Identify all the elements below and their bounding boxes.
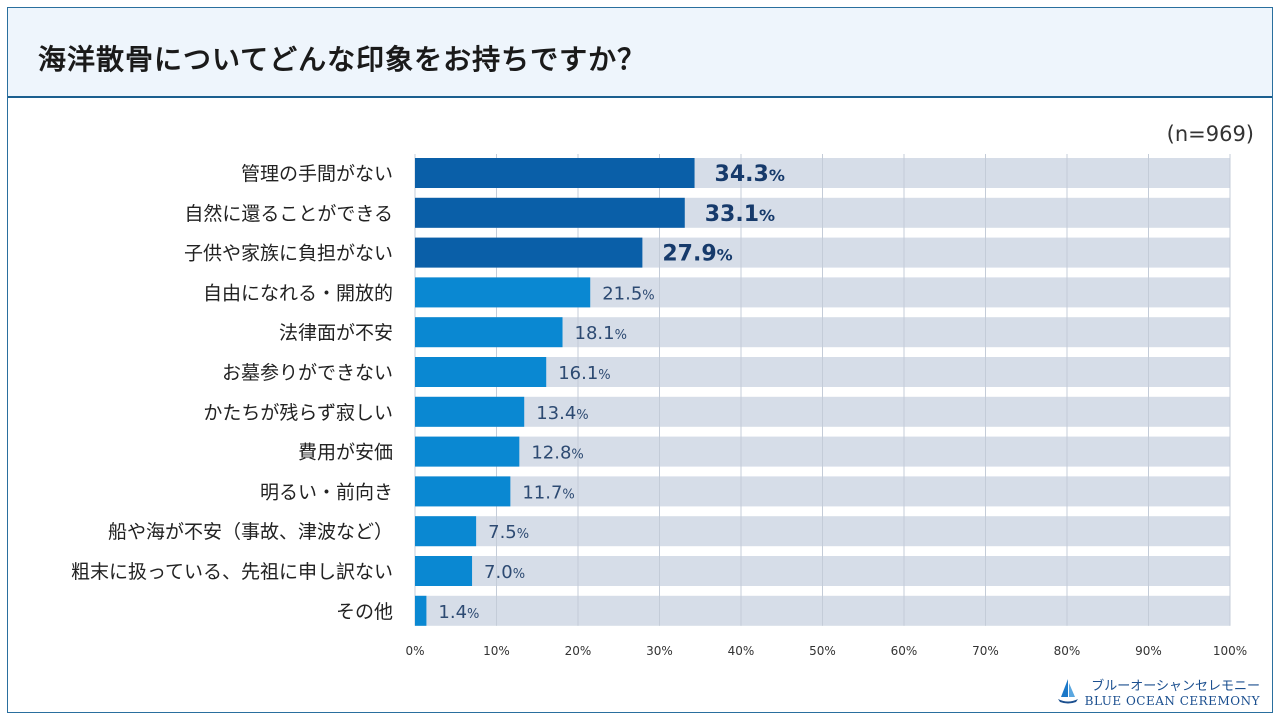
ship-icon (1057, 679, 1078, 704)
category-label: 明るい・前向き (260, 481, 393, 503)
x-tick-label: 80% (1054, 644, 1081, 658)
x-tick-label: 0% (405, 644, 424, 658)
x-tick-label: 20% (565, 644, 592, 658)
bar (415, 476, 511, 507)
category-label: 法律面が不安 (279, 322, 393, 344)
category-label: 自然に還ることができる (184, 203, 393, 225)
value-label: 1.4% (438, 602, 479, 623)
logo-text-jp: ブルーオーシャンセレモニー (1091, 679, 1260, 694)
category-label: 自由になれる・開放的 (203, 282, 393, 304)
x-tick-label: 70% (972, 644, 999, 658)
value-label: 21.5% (602, 283, 654, 304)
bar (415, 237, 643, 268)
value-label: 34.3% (715, 162, 785, 187)
bar (415, 436, 520, 467)
logo-text-en: BLUE OCEAN CEREMONY (1084, 694, 1260, 708)
page-title: 海洋散骨についてどんな印象をお持ちですか？ (38, 43, 647, 76)
bar (415, 556, 473, 586)
value-label: 13.4% (536, 403, 588, 424)
bar (415, 197, 685, 228)
value-label: 27.9% (662, 242, 732, 267)
bar (415, 158, 695, 188)
value-label: 11.7% (522, 482, 574, 503)
value-label: 33.1% (705, 202, 775, 227)
x-tick-label: 100% (1213, 644, 1247, 658)
value-label: 7.0% (484, 562, 525, 583)
bar (415, 317, 563, 348)
value-label: 16.1% (558, 363, 610, 384)
sample-size-note: (n=969) (1166, 122, 1254, 146)
x-tick-label: 60% (891, 644, 918, 658)
category-label: お墓参りができない (222, 362, 393, 384)
bar (415, 277, 591, 308)
category-label: かたちが残らず寂しい (203, 402, 393, 424)
value-label: 18.1% (575, 323, 627, 344)
category-label: 粗末に扱っている、先祖に申し訳ない (71, 561, 393, 583)
bar (415, 396, 525, 427)
value-label: 12.8% (531, 443, 583, 464)
category-label: 費用が安価 (298, 442, 393, 464)
category-label: 船や海が不安（事故、津波など） (108, 521, 393, 543)
category-label: その他 (336, 601, 393, 623)
bar (415, 516, 477, 547)
bar (415, 357, 547, 387)
header-band: 海洋散骨についてどんな印象をお持ちですか？ (8, 8, 1272, 98)
x-tick-label: 40% (728, 644, 755, 658)
bar (415, 595, 427, 626)
x-tick-label: 30% (646, 644, 673, 658)
x-tick-label: 50% (809, 644, 836, 658)
value-label: 7.5% (488, 522, 529, 543)
x-tick-label: 10% (483, 644, 510, 658)
category-label: 子供や家族に負担がない (184, 243, 393, 265)
x-tick-label: 90% (1135, 644, 1162, 658)
category-label: 管理の手間がない (241, 163, 393, 185)
brand-logo: ブルーオーシャンセレモニー BLUE OCEAN CEREMONY (1057, 675, 1260, 708)
